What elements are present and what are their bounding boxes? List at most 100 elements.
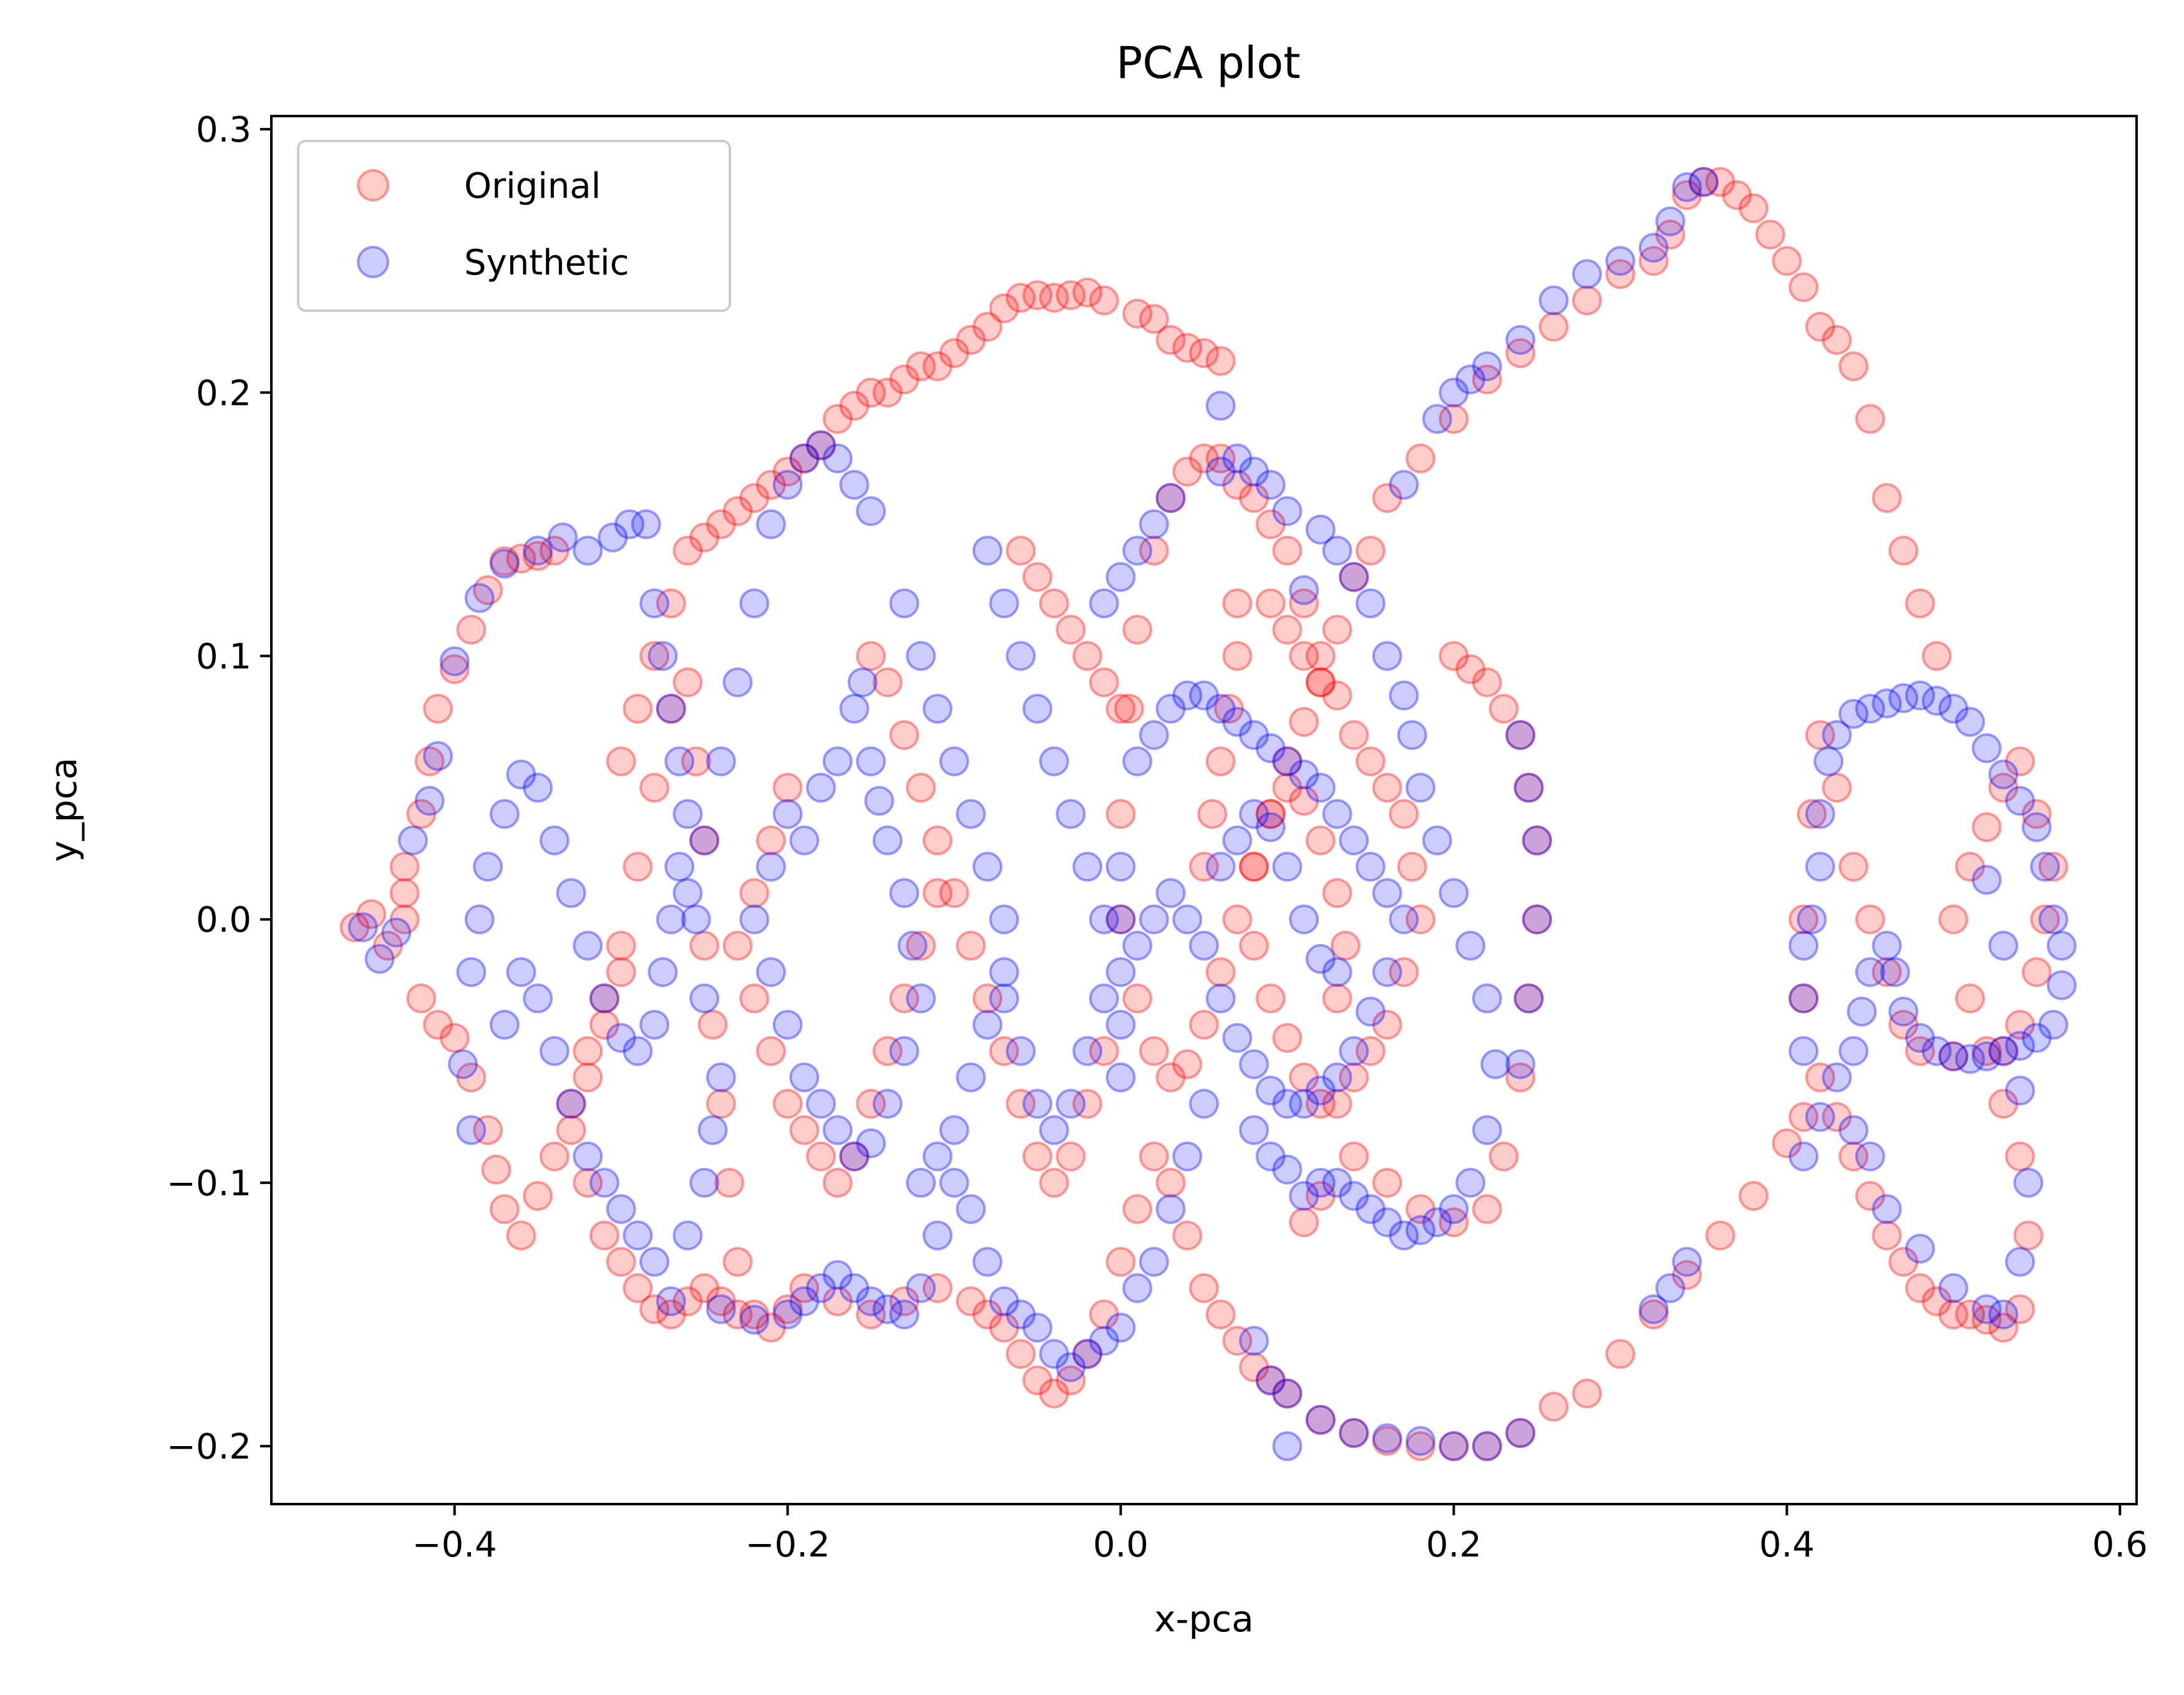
point-original-176: [1389, 957, 1419, 988]
point-original-59: [1372, 1425, 1402, 1456]
point-synthetic-188: [839, 1273, 870, 1303]
point-original-224: [1122, 298, 1153, 329]
point-original-36: [922, 1273, 953, 1303]
point-original-303: [573, 1062, 603, 1092]
point-synthetic-247: [1089, 588, 1119, 619]
point-synthetic-268: [1813, 746, 1844, 777]
point-synthetic-108: [1056, 799, 1086, 829]
point-synthetic-87: [822, 746, 853, 777]
point-original-113: [1921, 641, 1952, 671]
point-original-1: [356, 899, 387, 930]
point-synthetic-58: [722, 667, 753, 697]
point-synthetic-101: [922, 1141, 953, 1172]
point-original-101: [1988, 1036, 2019, 1066]
point-original-61: [1439, 1431, 1469, 1462]
point-original-193: [1322, 983, 1352, 1014]
point-synthetic-190: [806, 1273, 836, 1303]
point-original-150: [1172, 1049, 1203, 1079]
point-original-16: [589, 983, 619, 1014]
point-original-290: [822, 1167, 853, 1198]
point-synthetic-207: [1305, 514, 1336, 545]
point-original-141: [1322, 614, 1352, 645]
point-original-140: [1339, 561, 1369, 592]
point-synthetic-316: [1655, 1273, 1686, 1303]
point-original-256: [1089, 1036, 1119, 1066]
point-synthetic-161: [1289, 904, 1319, 935]
point-synthetic-250: [1422, 404, 1452, 434]
point-synthetic-172: [1105, 1313, 1136, 1343]
point-synthetic-135: [1322, 799, 1352, 829]
point-original-183: [1272, 1022, 1303, 1053]
point-original-208: [856, 377, 886, 408]
point-synthetic-133: [1289, 759, 1319, 790]
point-synthetic-35: [456, 957, 487, 988]
point-original-243: [872, 667, 903, 697]
point-synthetic-23: [639, 1009, 669, 1040]
point-original-296: [922, 878, 953, 908]
point-original-255: [1072, 1089, 1103, 1119]
point-original-259: [1472, 667, 1502, 697]
point-synthetic-267: [1805, 799, 1835, 829]
point-synthetic-213: [1397, 720, 1427, 750]
point-synthetic-284: [2046, 930, 2077, 961]
chart-title: PCA plot: [1116, 37, 1300, 89]
point-original-288: [789, 1115, 820, 1145]
point-original-53: [1222, 1326, 1253, 1356]
point-original-295: [906, 930, 936, 961]
point-synthetic-292: [1938, 1041, 1969, 1072]
point-synthetic-187: [856, 1286, 886, 1316]
point-synthetic-191: [789, 1286, 820, 1316]
point-original-293: [872, 1036, 903, 1066]
point-original-225: [1138, 304, 1169, 334]
point-original-204: [922, 351, 953, 382]
point-original-249: [972, 983, 1002, 1014]
point-original-68: [1672, 1260, 1702, 1290]
point-original-129: [1655, 220, 1686, 250]
point-original-34: [856, 1299, 886, 1329]
point-synthetic-244: [1138, 509, 1169, 540]
point-original-118: [1838, 351, 1869, 382]
point-synthetic-260: [1672, 172, 1702, 202]
point-synthetic-124: [1138, 720, 1169, 750]
point-original-284: [722, 930, 753, 961]
point-original-43: [1056, 1365, 1086, 1396]
point-original-94: [1988, 772, 2019, 803]
point-original-21: [672, 667, 703, 697]
point-original-2: [372, 930, 403, 961]
point-original-154: [1105, 904, 1136, 935]
point-original-257: [1439, 641, 1469, 671]
point-original-203: [939, 338, 969, 368]
point-synthetic-10: [548, 522, 578, 553]
point-synthetic-61: [772, 470, 803, 500]
point-synthetic-288: [2005, 1031, 2036, 1061]
point-original-292: [856, 1089, 886, 1119]
y-tick-label-5: 0.3: [196, 110, 251, 150]
point-original-304: [556, 1115, 586, 1145]
point-original-117: [1855, 404, 1885, 434]
point-synthetic-203: [1472, 1431, 1502, 1462]
point-synthetic-166: [1272, 1154, 1303, 1185]
point-synthetic-22: [648, 957, 678, 988]
point-original-122: [1772, 246, 1802, 276]
y-tick-label-0: −0.2: [167, 1427, 251, 1467]
point-synthetic-131: [1255, 733, 1286, 764]
point-synthetic-68: [755, 852, 786, 882]
point-original-313: [706, 1286, 736, 1316]
point-original-308: [623, 1273, 653, 1303]
point-synthetic-179: [989, 1286, 1019, 1316]
x-tick-label-1: −0.2: [745, 1525, 830, 1565]
point-synthetic-132: [1272, 746, 1303, 777]
point-synthetic-182: [939, 1167, 969, 1198]
point-original-153: [1122, 983, 1153, 1014]
point-synthetic-62: [789, 443, 820, 474]
point-synthetic-7: [464, 583, 495, 613]
point-synthetic-13: [614, 509, 644, 540]
point-synthetic-277: [1955, 707, 1985, 737]
point-synthetic-196: [1255, 1365, 1286, 1396]
point-synthetic-149: [1222, 1022, 1253, 1053]
point-synthetic-171: [1122, 1273, 1153, 1303]
point-synthetic-211: [1372, 641, 1402, 671]
point-synthetic-198: [1305, 1404, 1336, 1435]
point-synthetic-126: [1172, 680, 1203, 711]
point-synthetic-146: [1272, 1089, 1303, 1119]
